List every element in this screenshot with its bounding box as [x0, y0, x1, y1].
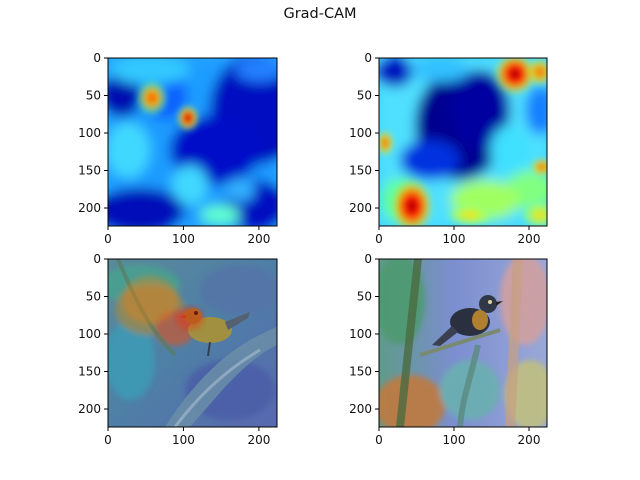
y-tick-label: 0 — [364, 252, 372, 266]
y-tick-label: 50 — [86, 290, 101, 304]
x-tick-label: 200 — [247, 232, 270, 246]
y-tick-label: 200 — [78, 402, 101, 416]
x-tick-label: 0 — [104, 433, 112, 447]
axis-x: 0 100 200 — [375, 226, 540, 246]
axis-x: 0 100 200 — [375, 427, 540, 447]
axis-y: 0 50 100 150 200 — [349, 51, 379, 215]
y-tick-label: 50 — [357, 89, 372, 103]
x-tick-label: 0 — [104, 232, 112, 246]
bird-shape — [432, 295, 503, 346]
axis-x: 0 100 200 — [104, 427, 270, 447]
x-tick-label: 100 — [172, 433, 195, 447]
axis-y: 0 50 100 150 200 — [78, 252, 108, 416]
y-tick-label: 0 — [93, 252, 101, 266]
y-tick-label: 150 — [78, 164, 101, 178]
x-tick-label: 100 — [443, 433, 466, 447]
x-tick-label: 200 — [518, 232, 541, 246]
y-tick-label: 200 — [349, 201, 372, 215]
x-tick-label: 200 — [518, 433, 541, 447]
y-tick-label: 100 — [349, 126, 372, 140]
heatmap-image — [379, 58, 547, 226]
axis-x: 0 100 200 — [104, 226, 270, 246]
y-tick-label: 200 — [78, 201, 101, 215]
gradcam-heatmap-1: 0 100 200 0 50 100 150 200 — [78, 51, 278, 246]
gradcam-overlay-2: 0 100 200 0 50 100 150 200 — [349, 252, 548, 447]
y-tick-label: 50 — [86, 89, 101, 103]
figure-title: Grad-CAM — [283, 6, 357, 22]
overlay-image — [379, 259, 547, 427]
x-tick-label: 0 — [375, 232, 383, 246]
heatmap-image — [108, 58, 277, 226]
y-tick-label: 100 — [78, 126, 101, 140]
y-tick-label: 150 — [349, 164, 372, 178]
x-tick-label: 100 — [172, 232, 195, 246]
y-tick-label: 100 — [78, 327, 101, 341]
gradcam-heatmap-2: 0 100 200 0 50 100 150 200 — [349, 51, 548, 246]
axis-y: 0 50 100 150 200 — [78, 51, 108, 215]
y-tick-label: 200 — [349, 402, 372, 416]
y-tick-label: 150 — [349, 365, 372, 379]
y-tick-label: 0 — [364, 51, 372, 65]
y-tick-label: 150 — [78, 365, 101, 379]
x-tick-label: 100 — [443, 232, 466, 246]
gradcam-overlay-1: 0 100 200 0 50 100 150 200 — [78, 252, 278, 447]
x-tick-label: 0 — [375, 433, 383, 447]
y-tick-label: 0 — [93, 51, 101, 65]
overlay-image — [108, 259, 277, 427]
y-tick-label: 50 — [357, 290, 372, 304]
y-tick-label: 100 — [349, 327, 372, 341]
axis-y: 0 50 100 150 200 — [349, 252, 379, 416]
x-tick-label: 200 — [247, 433, 270, 447]
